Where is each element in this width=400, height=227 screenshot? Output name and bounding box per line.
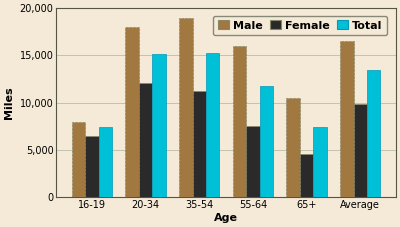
Bar <box>260 86 273 197</box>
Bar <box>139 83 152 197</box>
Legend: Male, Female, Total: Male, Female, Total <box>213 16 387 35</box>
Bar <box>206 53 219 197</box>
Bar <box>246 126 260 197</box>
Bar <box>192 91 206 197</box>
Bar <box>367 70 380 197</box>
Bar <box>286 98 300 197</box>
Bar <box>313 127 327 197</box>
Bar <box>152 54 166 197</box>
Bar <box>300 154 313 197</box>
Bar <box>85 136 99 197</box>
Bar <box>233 46 246 197</box>
Bar <box>126 27 139 197</box>
Bar <box>72 122 85 197</box>
Bar <box>99 127 112 197</box>
Y-axis label: Miles: Miles <box>4 86 14 119</box>
Bar <box>340 41 354 197</box>
Bar <box>179 18 192 197</box>
X-axis label: Age: Age <box>214 213 238 223</box>
Bar <box>354 104 367 197</box>
